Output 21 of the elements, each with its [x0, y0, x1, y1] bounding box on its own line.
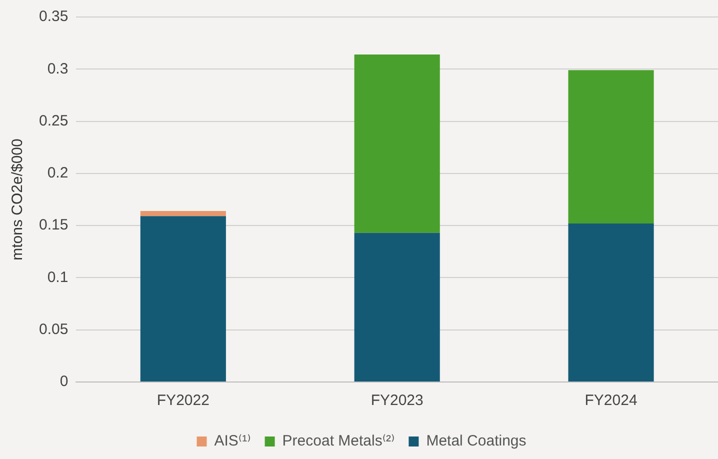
- y-tick-label: 0.1: [47, 268, 68, 286]
- legend-label: Precoat Metals⁽²⁾: [282, 432, 395, 450]
- bar: [354, 54, 440, 233]
- bar: [140, 210, 226, 216]
- y-tick-label: 0.3: [47, 60, 68, 78]
- legend-label: AIS⁽¹⁾: [214, 432, 251, 450]
- bar: [354, 232, 440, 382]
- y-tick-label: 0: [60, 373, 68, 390]
- y-tick-label: 0.2: [47, 164, 68, 182]
- bar: [568, 223, 654, 382]
- x-tick-label: FY2024: [584, 392, 638, 410]
- bar: [140, 216, 226, 382]
- y-tick-label: 0.35: [38, 8, 68, 26]
- x-tick-label: FY2023: [370, 392, 424, 410]
- y-axis-title: mtons CO2e/$000: [9, 138, 26, 260]
- bar: [568, 70, 654, 224]
- x-tick-label: FY2022: [156, 392, 210, 410]
- legend-label: Metal Coatings: [426, 432, 526, 450]
- y-tick-label: 0.05: [38, 321, 68, 338]
- y-tick-label: 0.25: [38, 112, 68, 130]
- y-tick-label: 0.15: [38, 216, 68, 234]
